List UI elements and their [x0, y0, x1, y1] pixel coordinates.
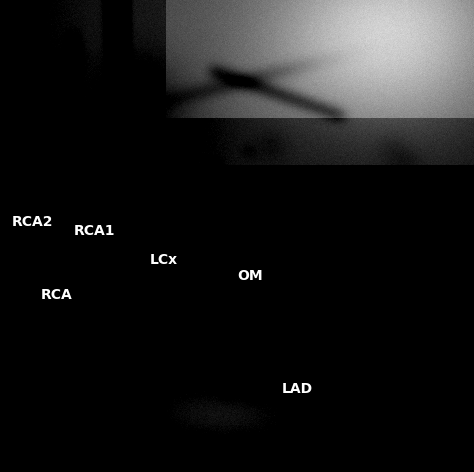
Text: LAD: LAD [282, 382, 313, 396]
Text: RCA2: RCA2 [12, 215, 54, 229]
Text: LCx: LCx [149, 253, 177, 267]
Text: RCA1: RCA1 [73, 224, 115, 238]
Text: RCA: RCA [40, 288, 72, 302]
Text: OM: OM [237, 269, 263, 283]
